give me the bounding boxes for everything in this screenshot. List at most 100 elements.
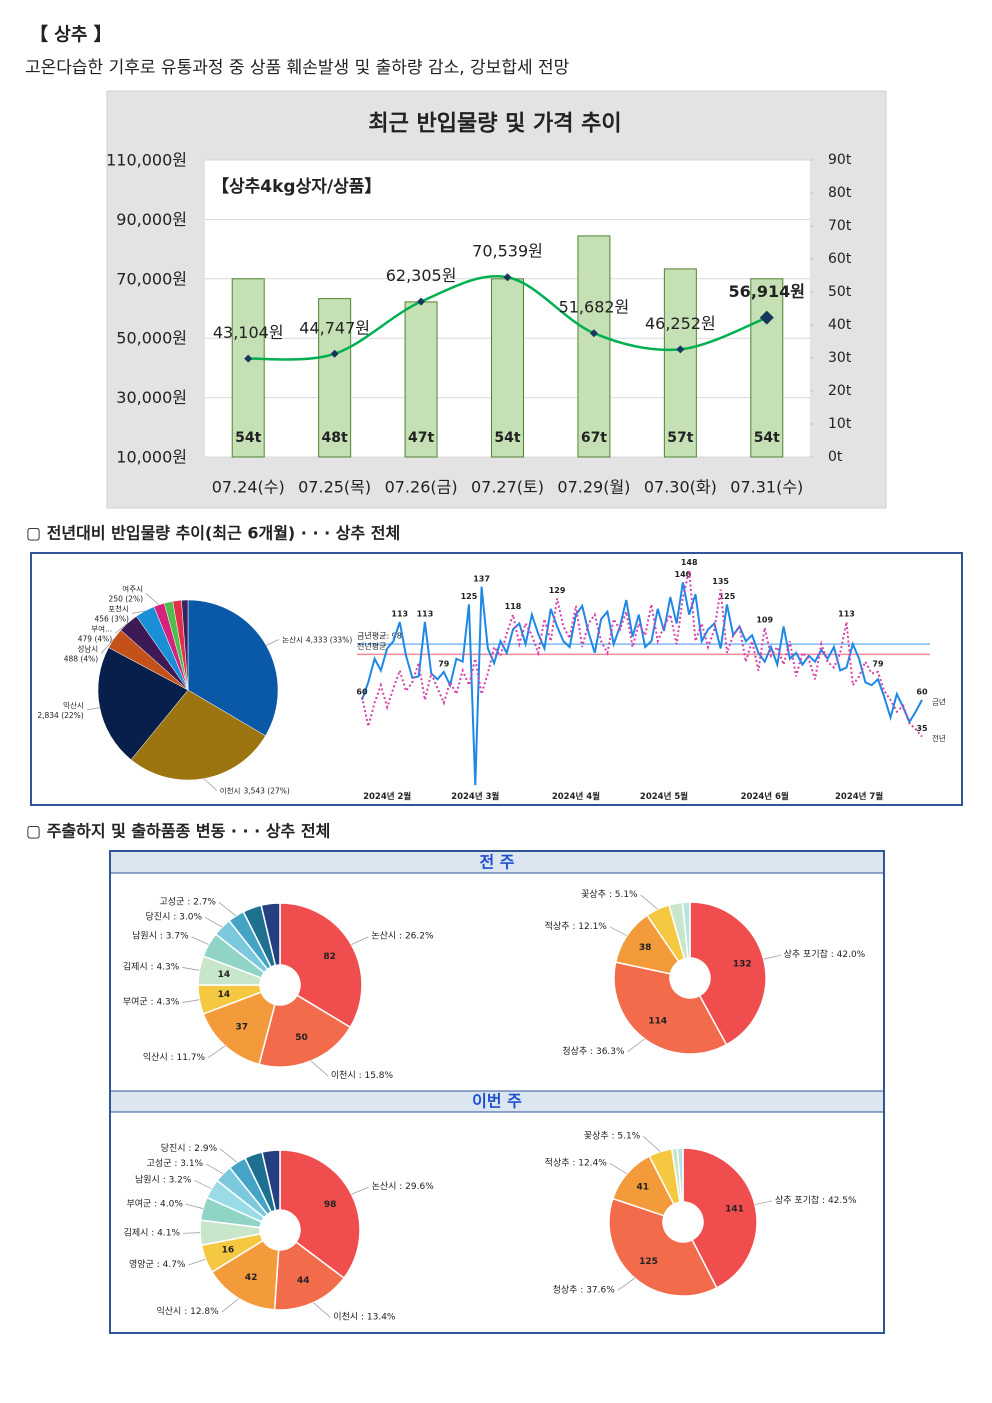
leader-line [351, 1186, 369, 1195]
chart-title: 최근 반입물량 및 가격 추이 [368, 112, 621, 137]
x-tick-label: 07.30(화) [644, 478, 717, 497]
slice-label: 이천시 : 15.8% [331, 1070, 394, 1081]
price-marker [676, 345, 685, 354]
series-name: 금년 [932, 696, 946, 706]
slice-label: 이천시 3,543 (27%) [220, 785, 290, 795]
leader-line [114, 622, 129, 634]
leader-line [182, 967, 200, 971]
price-marker [759, 310, 774, 325]
point-label: 113 [838, 610, 855, 619]
leader-line [221, 1298, 239, 1313]
slice-label: 꽃상추 : 5.1% [581, 889, 638, 900]
slice-value: 42 [245, 1273, 258, 1283]
section-title: ▢ 주출하지 및 출하품종 변동 · · · 상추 전체 [26, 822, 330, 841]
y2-tick-label: 90t [828, 152, 852, 168]
slice-value: 37 [236, 1022, 249, 1032]
x-tick-label: 07.26(금) [385, 478, 458, 497]
section-title: ▢ 전년대비 반입물량 추이(최근 6개월) · · · 상추 전체 [26, 524, 400, 543]
leader-line [185, 1203, 204, 1209]
slice-label: 당진시 : 3.0% [146, 911, 203, 922]
bar [750, 278, 784, 458]
average-label: 금년평균: 98 [357, 631, 402, 641]
point-label: 118 [505, 602, 522, 611]
slice-name: 성남시 [77, 644, 98, 653]
slice-value: 4,333 (33%) [306, 635, 352, 644]
x-tick-label: 2024년 3월 [451, 791, 499, 802]
x-tick-label: 07.31(수) [730, 478, 803, 497]
slice-label: 적상추 : 12.4% [545, 1156, 608, 1168]
leader-line [204, 916, 223, 928]
bar [318, 298, 352, 458]
slice [279, 902, 363, 1029]
slice-label: 부여군 : 4.3% [123, 996, 180, 1008]
point-label: 135 [712, 577, 729, 586]
slice [202, 991, 276, 1066]
x-tick-label: 2024년 4월 [552, 791, 600, 802]
slice-value: 14 [218, 990, 231, 1000]
y2-tick-label: 80t [828, 185, 852, 201]
x-tick-label: 07.24(수) [212, 478, 285, 497]
slice-label: 익산시 : 11.7% [143, 1051, 206, 1063]
x-tick-label: 07.29(월) [557, 478, 630, 497]
slice-label: 고성군 : 3.1% [147, 1158, 204, 1169]
slice-label: 남원시 : 3.2% [135, 1174, 192, 1185]
leader-line [313, 1302, 331, 1318]
bar [663, 268, 697, 458]
chart-annotation: 【상추4kg상자/상품】 [212, 176, 381, 197]
y2-tick-label: 40t [828, 317, 852, 333]
slice [258, 994, 352, 1068]
slice-name: 부여... [91, 623, 112, 633]
y2-tick-label: 0t [828, 449, 843, 465]
slice-label: 남원시 : 3.7% [132, 931, 189, 942]
x-tick-label: 07.25(목) [298, 478, 371, 497]
y-tick-label: 110,000원 [106, 151, 187, 170]
slice-value: 41 [637, 1182, 650, 1192]
slice [676, 1147, 684, 1203]
slice-label: 이천시 : 13.4% [333, 1311, 396, 1322]
point-label: 148 [681, 558, 698, 567]
slice-value: 250 (2%) [109, 594, 144, 603]
point-label: 140 [675, 570, 692, 579]
slice-value: 98 [324, 1200, 337, 1210]
leader-line [609, 926, 628, 937]
slice-value: 132 [733, 960, 752, 970]
leader-line [310, 1060, 329, 1077]
leader-line [205, 1163, 224, 1175]
bar-label: 67t [581, 430, 607, 446]
bar [231, 278, 265, 458]
point-label: 35 [916, 724, 928, 733]
slice [608, 1197, 718, 1297]
price-label: 70,539원 [472, 242, 543, 261]
slice-label: 당진시 : 2.9% [161, 1143, 218, 1154]
slice-value: 16 [222, 1245, 235, 1255]
slice-value: 479 (4%) [78, 634, 113, 643]
point-label: 109 [756, 615, 773, 624]
x-tick-label: 07.27(토) [471, 478, 544, 497]
panel-band [111, 1091, 883, 1112]
y2-tick-label: 60t [828, 251, 852, 267]
slice [260, 902, 281, 967]
slice-value: 14 [218, 970, 231, 980]
summary: 고온다습한 기후로 유통과정 중 상품 훼손발생 및 출하량 감소, 강보합세 … [25, 58, 570, 78]
point-label: 60 [916, 687, 928, 696]
slice-label: 상추 포기찹 : 42.5% [775, 1195, 857, 1206]
price-label: 62,305원 [386, 266, 457, 285]
series-line [361, 570, 923, 738]
bar [491, 278, 524, 458]
slice-label: 논산시 4,333 (33%) [282, 634, 352, 644]
slice [689, 901, 767, 1046]
series-name: 전년 [932, 733, 946, 743]
slice-label: 영양군 : 4.7% [129, 1259, 186, 1270]
price-label: 51,682원 [559, 298, 630, 317]
leader-line [100, 638, 115, 654]
x-tick-label: 2024년 7월 [835, 791, 883, 802]
slice-label: 청상추 : 37.6% [553, 1284, 616, 1295]
leader-line [183, 1232, 201, 1234]
leader-line [203, 778, 218, 791]
slice-label: 성남시 488 (4%) [64, 644, 99, 663]
panel-label: 이번 주 [472, 1092, 522, 1111]
bar-label: 54t [235, 430, 261, 446]
slice-value: 125 [639, 1257, 658, 1267]
slice-value: 114 [648, 1016, 667, 1026]
slice-label: 김제시 : 4.3% [123, 960, 180, 972]
